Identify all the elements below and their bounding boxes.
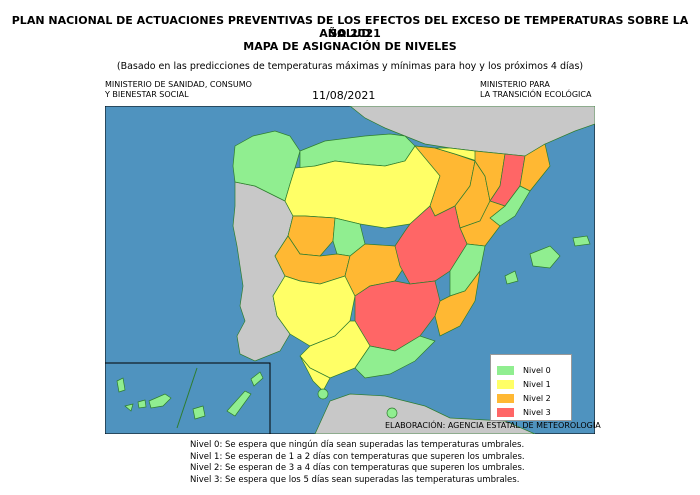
- date: 11/08/2021: [312, 89, 376, 102]
- island-tenerife: [148, 393, 172, 409]
- legend-item: Nivel 0: [497, 365, 551, 376]
- subtitle: (Basado en las predicciones de temperatu…: [116, 61, 584, 72]
- canary-inset-divider: [176, 367, 198, 429]
- island-gran-canaria: [192, 405, 206, 420]
- legend-swatch-nivel2: [497, 394, 514, 403]
- ministry-right-line-2: LA TRANSICIÓN ECOLÓGICA: [480, 90, 592, 99]
- legend-label: Nivel 0: [523, 366, 551, 375]
- ministry-left: MINISTERIO DE SANIDAD, CONSUMO Y BIENEST…: [105, 80, 252, 100]
- ministry-left-line-1: MINISTERIO DE SANIDAD, CONSUMO: [105, 80, 252, 89]
- island-la-palma: [116, 377, 126, 393]
- morocco: [314, 393, 536, 434]
- legend-item: Nivel 2: [497, 393, 551, 404]
- melilla: [386, 407, 398, 419]
- island-menorca: [572, 235, 591, 247]
- legend-swatch-nivel1: [497, 380, 514, 389]
- footnote: Nivel 0: Se espera que ningún día sean s…: [190, 440, 525, 450]
- island-lanzarote: [250, 371, 264, 387]
- legend-label: Nivel 3: [523, 408, 551, 417]
- island-fuerteventura: [226, 390, 252, 417]
- title-line-1: PLAN NACIONAL DE ACTUACIONES PREVENTIVAS…: [11, 14, 689, 40]
- island-el-hierro: [124, 403, 134, 412]
- ministry-right-line-1: MINISTERIO PARA: [480, 80, 550, 89]
- title-line-2: AÑO 2021: [319, 27, 381, 40]
- region-andalucia-east: [354, 280, 441, 352]
- footnotes: Nivel 0: Se espera que ningún día sean s…: [190, 440, 525, 486]
- credit: ELABORACIÓN: AGENCIA ESTATAL DE METEOROL…: [385, 421, 601, 430]
- island-mallorca: [529, 245, 561, 269]
- legend-swatch-nivel0: [497, 366, 514, 375]
- footnote: Nivel 2: Se esperan de 3 a 4 días con te…: [190, 463, 525, 473]
- region-andalucia-coast: [354, 335, 436, 379]
- legend-label: Nivel 1: [523, 380, 551, 389]
- footnote: Nivel 3: Se espera que los 5 días sean s…: [190, 474, 520, 485]
- ministry-left-line-2: Y BIENESTAR SOCIAL: [105, 90, 189, 99]
- legend: Nivel 0 Nivel 1 Nivel 2 Nivel 3: [490, 354, 572, 421]
- legend-item: Nivel 3: [497, 407, 551, 418]
- ceuta: [317, 388, 329, 400]
- legend-swatch-nivel3: [497, 408, 514, 417]
- title-line-3: MAPA DE ASIGNACIÓN DE NIVELES: [243, 40, 457, 53]
- region-catalonia-east: [519, 143, 551, 192]
- legend-item: Nivel 1: [497, 379, 551, 390]
- legend-label: Nivel 2: [523, 394, 551, 403]
- footnote: Nivel 1: Se esperan de 1 a 2 días con te…: [190, 451, 525, 462]
- island-la-gomera: [137, 399, 147, 409]
- ministry-right: MINISTERIO PARA LA TRANSICIÓN ECOLÓGICA: [480, 80, 591, 100]
- region-cadiz: [299, 355, 331, 392]
- island-ibiza: [504, 270, 519, 285]
